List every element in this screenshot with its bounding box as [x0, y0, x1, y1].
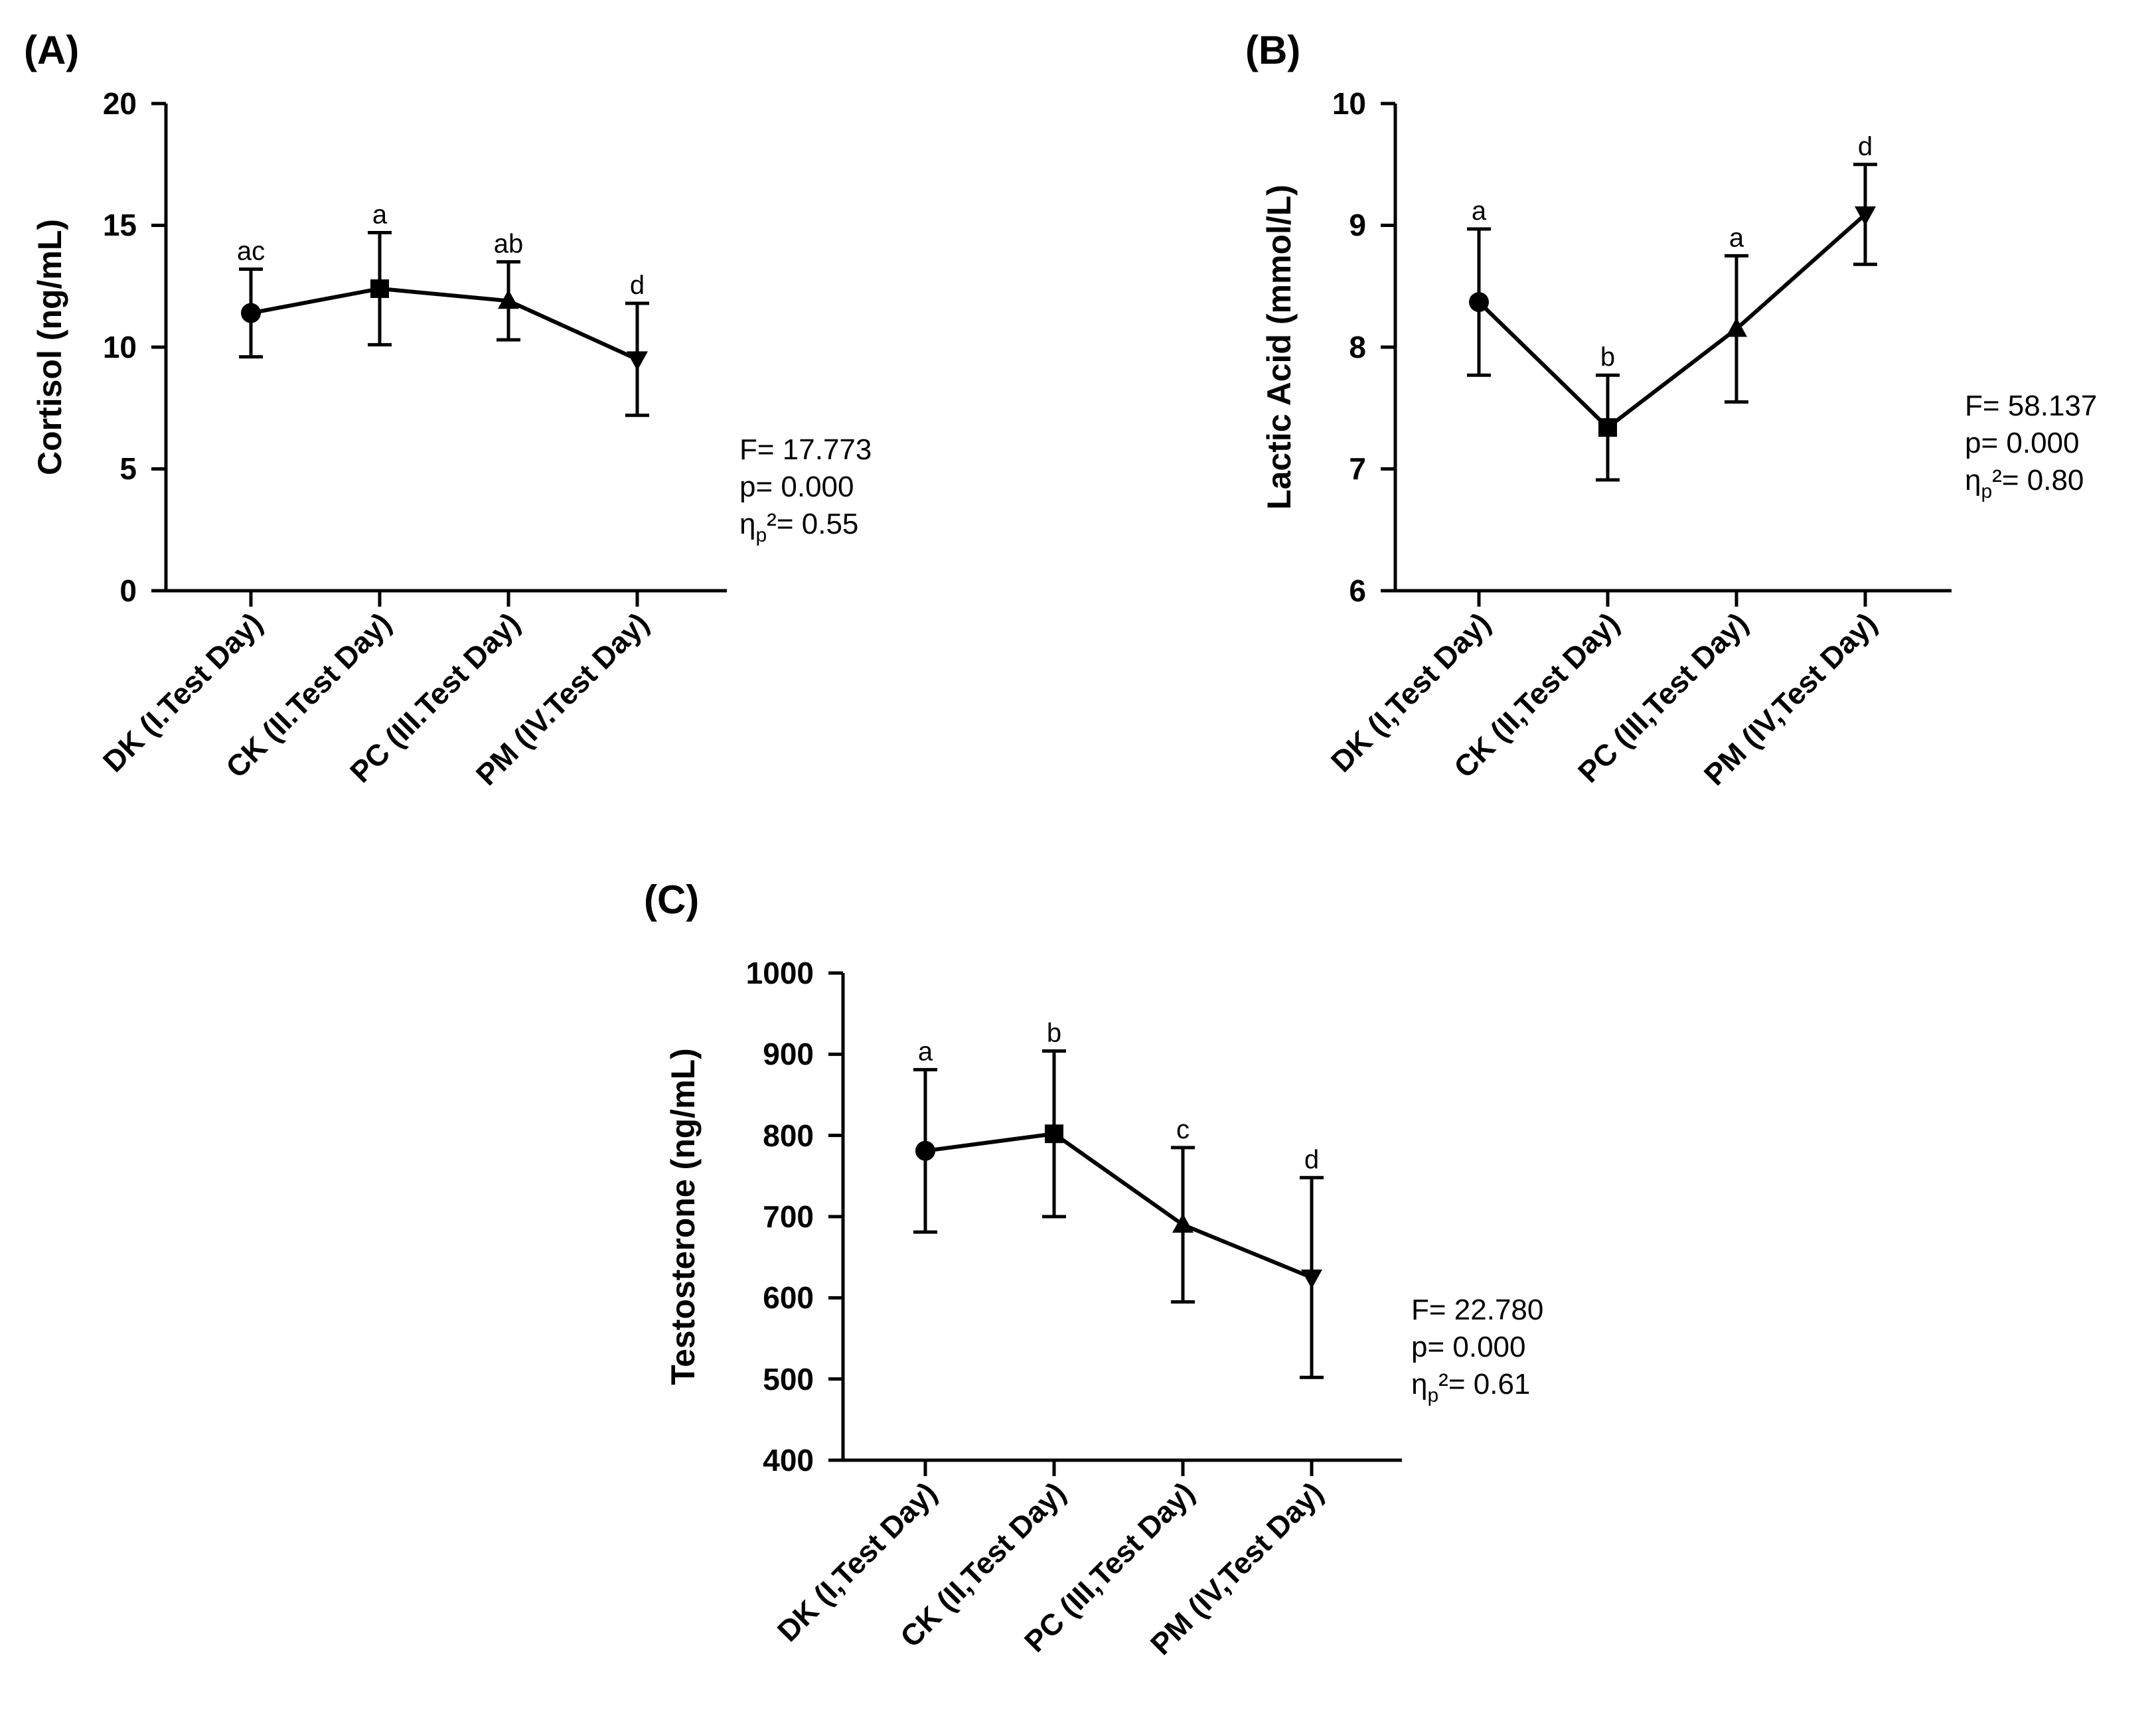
panel-a-y-tick-label: 20: [103, 86, 137, 121]
panel-b-significance-letter: a: [1472, 196, 1487, 226]
panel-c-y-tick-label: 600: [763, 1280, 814, 1315]
panel-a-series-line: [250, 286, 639, 362]
panel-b-effect-size: ηp²= 0.80: [1965, 464, 2084, 502]
panel-c-y-tick-label: 1000: [746, 956, 814, 990]
panel-b-y-tick-label: 7: [1349, 451, 1366, 486]
panel-b-eta-value: ²= 0.80: [1992, 464, 2084, 496]
panel-a-p-value: p= 0.000: [739, 471, 854, 503]
panel-c-y-axis-label: Testosterone (ng/mL): [664, 1048, 702, 1385]
panel-a-f-stat: F= 17.773: [739, 433, 872, 466]
panel-a-eta-symbol: η: [739, 508, 755, 540]
panel-c-eta-subscript: p: [1427, 1385, 1438, 1406]
panel-b-y-tick-label: 9: [1349, 208, 1366, 242]
panel-a-significance-letter: a: [372, 200, 388, 230]
panel-c-significance-letter: a: [918, 1037, 933, 1067]
panel-a-eta-value: ²= 0.55: [767, 508, 858, 540]
panel-a-significance-letters: ac a ab d: [237, 200, 645, 300]
panel-b-significance-letter: a: [1729, 223, 1744, 252]
panel-b-p-value: p= 0.000: [1965, 427, 2080, 459]
panel-a-y-tick-label: 15: [103, 208, 137, 242]
panel-c-f-stat: F= 22.780: [1411, 1294, 1543, 1326]
panel-c-category-labels: DK (I,Test Day) CK (II,Test Day) PC (III…: [771, 1475, 1330, 1661]
panel-a: (A) 0 5 10 15 20 Cortisol (ng/mL) DK (I.…: [24, 28, 872, 792]
panel-c-significance-letter: b: [1047, 1018, 1061, 1047]
panel-c-y-tick-label: 500: [763, 1362, 814, 1396]
panel-a-point-square: [370, 279, 389, 298]
panel-b: (B) 6 7 8 9 10 Lactic Acid (mmol/L) DK (…: [1245, 28, 2097, 792]
panel-b-y-axis-label: Lactic Acid (mmol/L): [1261, 185, 1298, 510]
panel-c-y-tick-label: 900: [763, 1037, 814, 1071]
panel-c-point-triangle-up: [1172, 1213, 1194, 1233]
panel-b-eta-subscript: p: [1981, 481, 1992, 502]
panel-a-y-ticks: 0 5 10 15 20: [103, 86, 137, 608]
panel-b-series-line: [1477, 212, 1867, 430]
panel-a-point-triangle-down: [627, 351, 648, 371]
panel-a-y-axis-label: Cortisol (ng/mL): [31, 219, 68, 475]
panel-a-point-triangle-up: [498, 289, 519, 309]
panel-b-point-square: [1598, 418, 1617, 437]
panel-c-p-value: p= 0.000: [1411, 1331, 1526, 1363]
panel-b-point-circle: [1469, 292, 1489, 313]
panel-b-significance-letter: b: [1600, 342, 1615, 372]
panel-c-eta-symbol: η: [1411, 1368, 1427, 1400]
panel-a-significance-letter: ac: [237, 237, 265, 266]
panel-c-letter: (C): [644, 877, 699, 922]
panel-a-significance-letter: d: [630, 271, 645, 300]
panel-c-effect-size: ηp²= 0.61: [1411, 1368, 1530, 1406]
panel-c-point-circle: [915, 1140, 935, 1161]
panel-c-y-tick-label: 800: [763, 1118, 814, 1153]
panel-b-y-tick-label: 6: [1349, 573, 1366, 608]
panel-a-point-circle: [241, 303, 261, 323]
panel-c-significance-letter: c: [1176, 1115, 1190, 1144]
panel-b-statistics: F= 58.137 p= 0.000 ηp²= 0.80: [1965, 390, 2097, 502]
panel-a-effect-size: ηp²= 0.55: [739, 508, 858, 546]
panel-b-eta-symbol: η: [1965, 464, 1981, 496]
panel-c-eta-value: ²= 0.61: [1438, 1368, 1530, 1400]
panel-c-statistics: F= 22.780 p= 0.000 ηp²= 0.61: [1411, 1294, 1543, 1406]
panel-b-significance-letter: d: [1858, 132, 1873, 161]
panel-a-eta-subscript: p: [755, 524, 767, 546]
panel-a-y-tick-label: 0: [119, 573, 137, 608]
panel-c-point-triangle-down: [1301, 1269, 1322, 1289]
panel-b-y-ticks: 6 7 8 9 10: [1332, 86, 1366, 608]
panel-b-f-stat: F= 58.137: [1965, 390, 2097, 422]
panel-b-point-triangle-up: [1726, 317, 1747, 337]
panel-b-y-tick-label: 10: [1332, 86, 1366, 121]
panel-b-point-triangle-down: [1855, 206, 1876, 226]
panel-c-point-square: [1045, 1124, 1063, 1144]
panel-a-category-labels: DK (I.Test Day) CK (II.Test Day) PC (III…: [96, 606, 655, 792]
panel-b-y-tick-label: 8: [1349, 330, 1366, 364]
panel-a-statistics: F= 17.773 p= 0.000 ηp²= 0.55: [739, 433, 872, 546]
panel-c-series-line: [925, 1132, 1313, 1280]
panel-b-category-labels: DK (I,Test Day) CK (II,Test Day) PC (III…: [1324, 606, 1883, 792]
panel-a-letter: (A): [24, 28, 79, 72]
panel-b-significance-letters: a b a d: [1472, 132, 1873, 372]
panel-b-letter: (B): [1245, 28, 1300, 72]
panel-c-y-ticks: 400 500 600 700 800 900 1000: [746, 956, 814, 1477]
panel-c: (C) 400 500 600 700 800 900 1000 Testost…: [644, 877, 1543, 1661]
panel-a-significance-letter: ab: [494, 230, 524, 259]
panel-a-y-tick-label: 10: [103, 330, 137, 364]
panel-c-y-tick-label: 400: [763, 1443, 814, 1477]
panel-c-significance-letters: a b c d: [918, 1018, 1319, 1174]
panel-c-y-tick-label: 700: [763, 1199, 814, 1234]
panel-c-significance-letter: d: [1304, 1145, 1319, 1174]
panel-a-y-tick-label: 5: [119, 451, 137, 486]
